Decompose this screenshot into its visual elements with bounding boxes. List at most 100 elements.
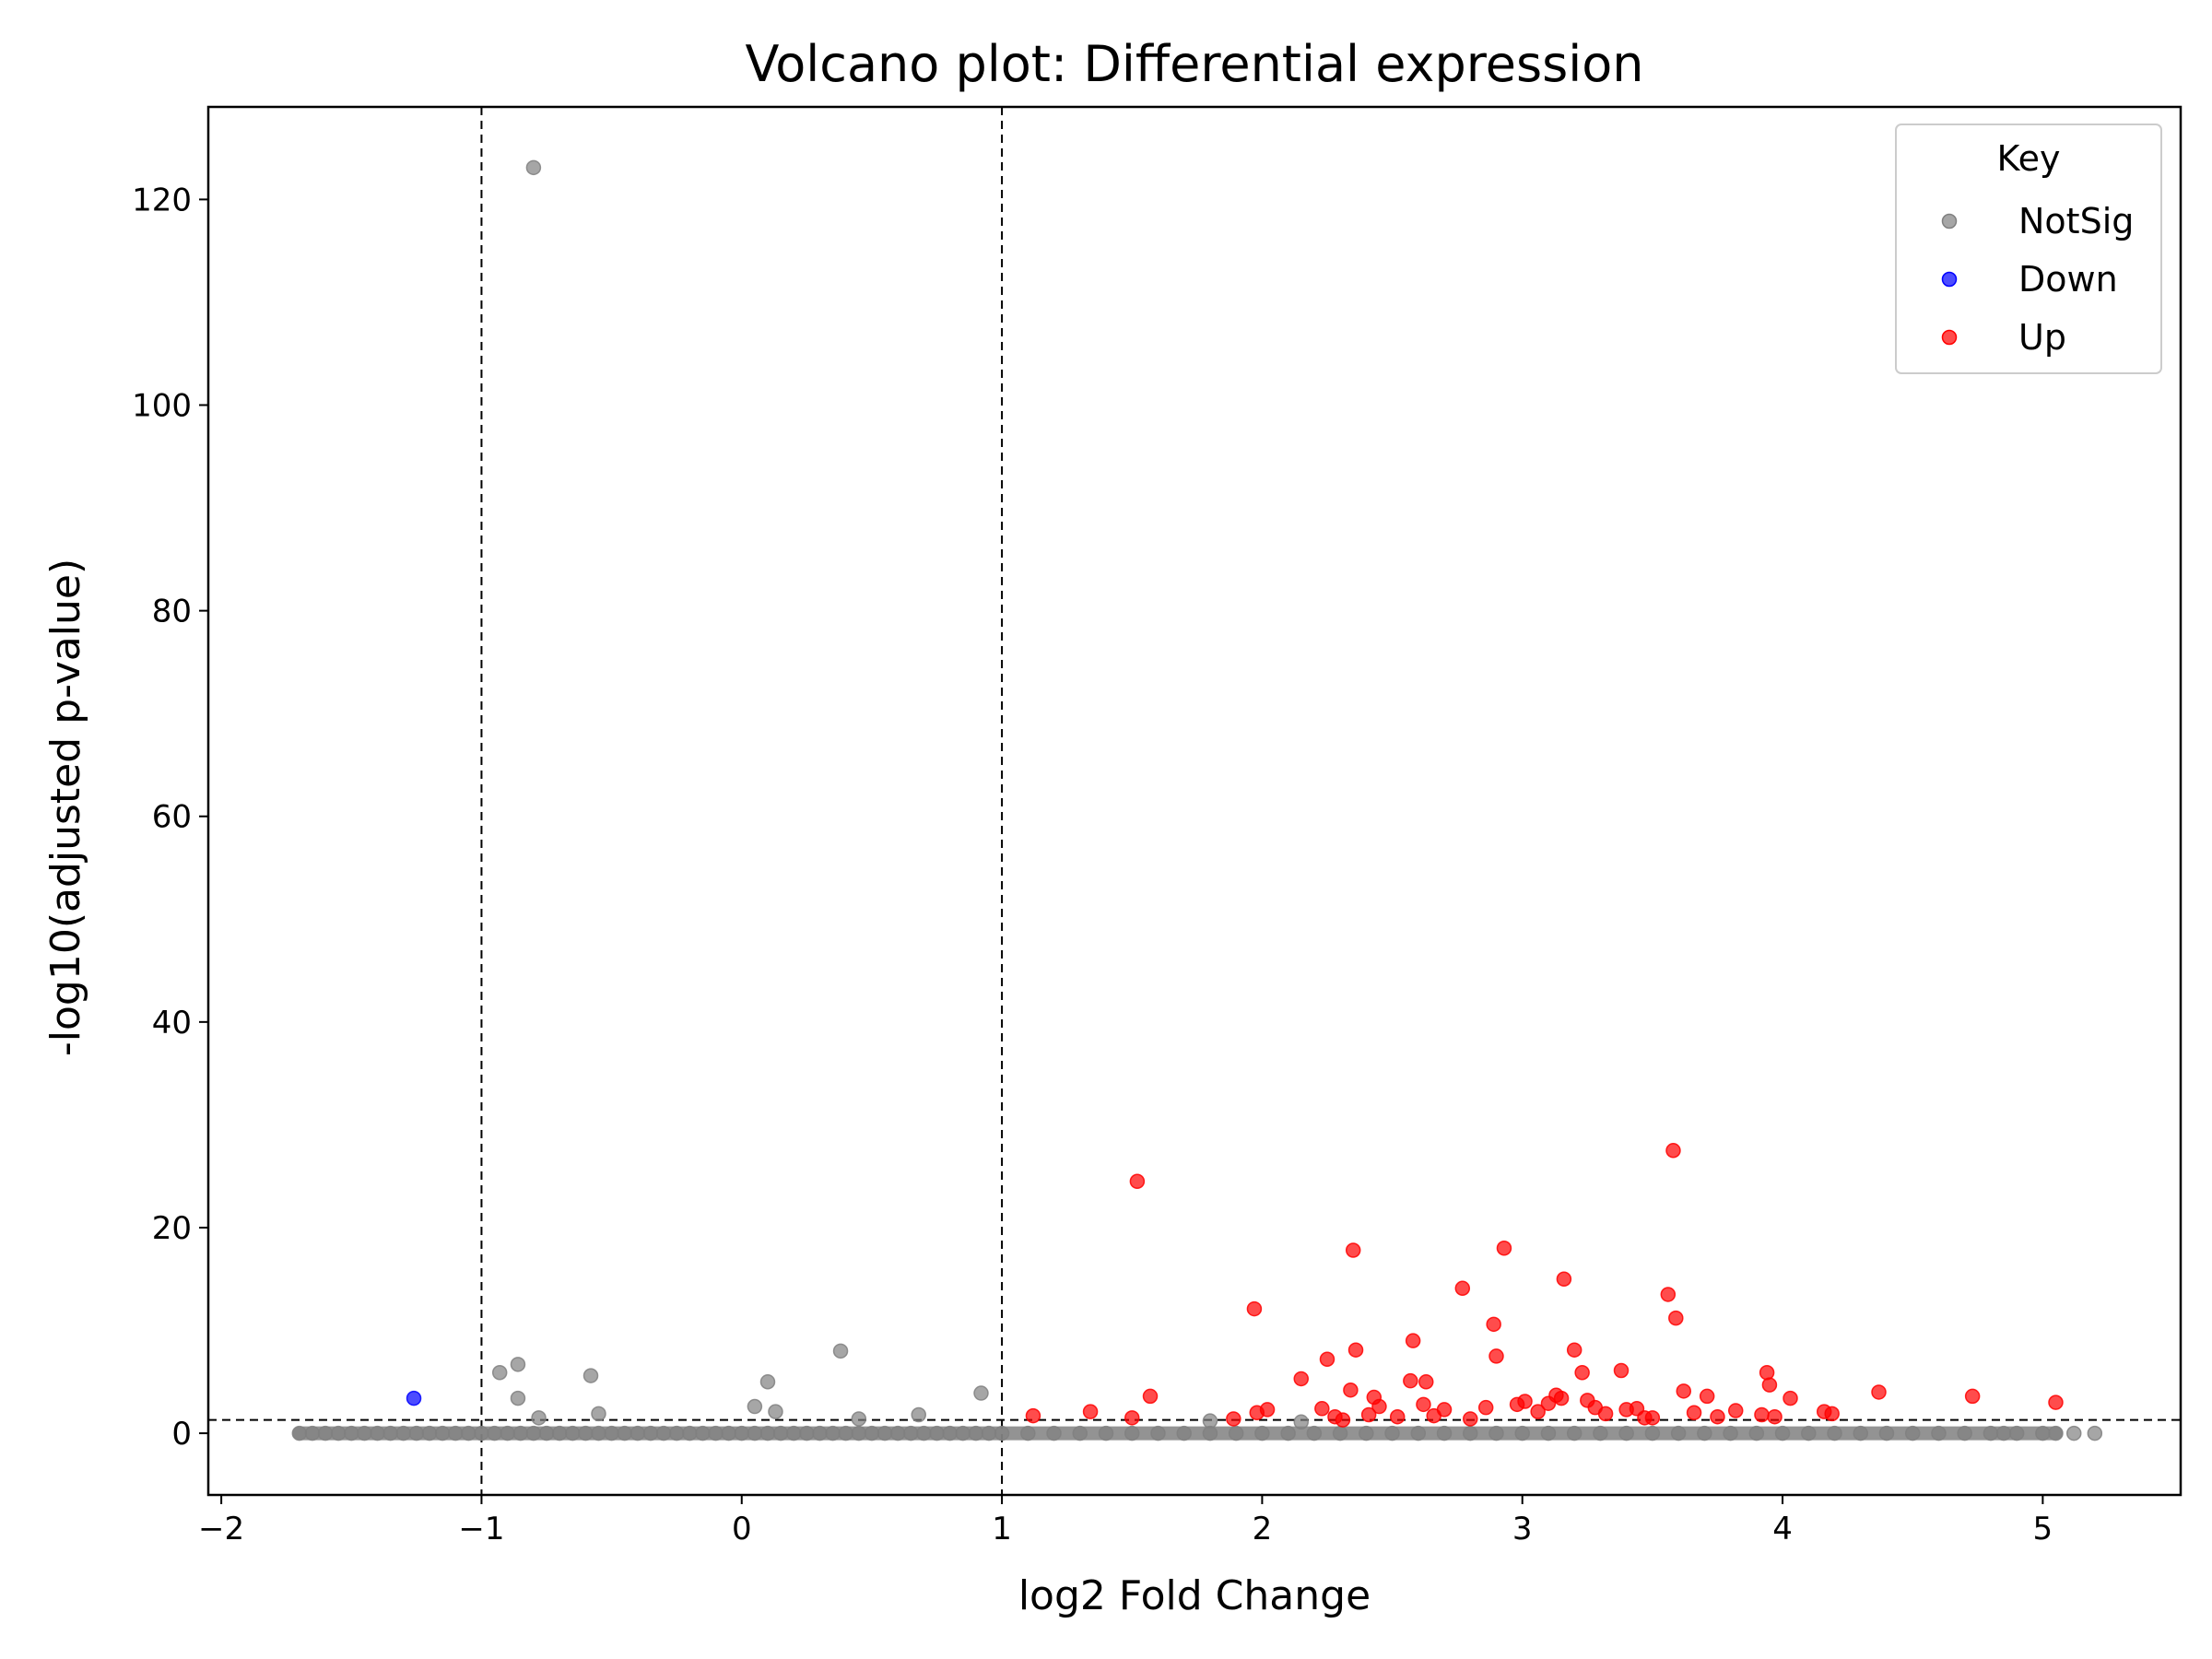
- data-point-notsig: [2065, 1425, 2082, 1441]
- data-point-notsig: [2035, 1425, 2051, 1441]
- data-point-up: [1371, 1398, 1387, 1415]
- x-tick-label: 5: [2033, 1511, 2053, 1547]
- data-point-up: [1556, 1271, 1572, 1287]
- data-point-up: [1660, 1287, 1677, 1302]
- data-point-up: [1426, 1407, 1441, 1424]
- data-point-notsig: [785, 1425, 802, 1441]
- y-tick-label: 40: [152, 1005, 192, 1041]
- data-point-notsig: [642, 1425, 659, 1441]
- x-tick-label: −1: [458, 1511, 504, 1547]
- data-point-notsig: [1931, 1425, 1947, 1441]
- data-point-notsig: [344, 1425, 359, 1441]
- data-point-notsig: [1723, 1425, 1738, 1441]
- data-point-notsig: [591, 1425, 606, 1441]
- y-axis-label: -log10(adjusted p-value): [42, 559, 89, 1056]
- data-point-up: [1767, 1408, 1783, 1425]
- data-point-up: [1405, 1333, 1421, 1348]
- data-point-up: [1824, 1406, 1840, 1422]
- data-point-notsig: [1124, 1425, 1140, 1441]
- data-point-up: [1142, 1388, 1159, 1405]
- data-point-up: [1727, 1403, 1744, 1418]
- data-point-notsig: [1463, 1425, 1478, 1441]
- data-point-up: [1964, 1388, 1981, 1405]
- series-down: [406, 1390, 422, 1406]
- data-point-notsig: [525, 1425, 542, 1441]
- data-point-notsig: [721, 1425, 736, 1441]
- data-point-up: [1517, 1394, 1533, 1409]
- axes: −2 −1 0 1 2 3 4 5 0 20 40 60 80 100 120: [132, 105, 2183, 1547]
- data-point-notsig: [759, 1374, 776, 1390]
- y-tick-label: 0: [171, 1416, 192, 1453]
- data-point-notsig: [1540, 1425, 1557, 1441]
- legend: Key NotSig Down Up: [1895, 124, 2162, 374]
- x-tick-label: 1: [992, 1511, 1012, 1547]
- data-point-notsig: [330, 1425, 347, 1441]
- data-point-up: [1871, 1384, 1887, 1400]
- data-point-notsig: [682, 1425, 698, 1441]
- data-point-up: [1574, 1364, 1590, 1381]
- data-point-up: [1759, 1364, 1775, 1381]
- data-point-notsig: [747, 1425, 763, 1441]
- data-point-notsig: [1904, 1425, 1921, 1441]
- data-point-notsig: [491, 1364, 508, 1381]
- data-point-up: [1293, 1371, 1310, 1387]
- data-point-up: [1783, 1390, 1798, 1406]
- data-point-notsig: [916, 1425, 932, 1441]
- legend-marker-up: [1941, 329, 1958, 346]
- data-point-notsig: [1774, 1425, 1791, 1441]
- x-tick-label: 0: [732, 1511, 752, 1547]
- data-point-notsig: [1359, 1425, 1374, 1441]
- data-point-notsig: [510, 1390, 526, 1406]
- data-point-notsig: [538, 1425, 555, 1441]
- data-point-notsig: [1020, 1425, 1036, 1441]
- data-point-notsig: [973, 1385, 989, 1401]
- data-point-notsig: [304, 1425, 321, 1441]
- data-point-up: [1486, 1316, 1501, 1333]
- data-point-notsig: [1293, 1414, 1310, 1430]
- data-point-up: [1463, 1411, 1478, 1427]
- data-point-notsig: [1202, 1413, 1218, 1429]
- data-point-notsig: [994, 1425, 1010, 1441]
- data-point-up: [1246, 1300, 1263, 1317]
- data-point-up: [1668, 1310, 1684, 1326]
- data-point-notsig: [2087, 1425, 2103, 1441]
- data-point-notsig: [864, 1425, 880, 1441]
- data-point-up: [1754, 1406, 1770, 1423]
- data-point-up: [1319, 1351, 1335, 1367]
- data-point-notsig: [1098, 1425, 1114, 1441]
- data-point-notsig: [1878, 1425, 1895, 1441]
- data-point-up: [1403, 1372, 1418, 1389]
- data-point-notsig: [512, 1425, 529, 1441]
- data-point-notsig: [1488, 1425, 1504, 1441]
- data-point-notsig: [474, 1425, 489, 1441]
- chart-title: Volcano plot: Differential expression: [745, 35, 1643, 93]
- data-point-up: [1496, 1241, 1512, 1256]
- threshold-lines: [208, 107, 2181, 1495]
- legend-label-down: Down: [2018, 259, 2118, 300]
- data-point-up: [1124, 1410, 1140, 1426]
- data-point-notsig: [695, 1425, 711, 1441]
- data-point-up: [1613, 1362, 1630, 1379]
- data-point-notsig: [838, 1425, 853, 1441]
- data-point-notsig: [1046, 1425, 1062, 1441]
- data-point-notsig: [832, 1343, 849, 1359]
- data-point-notsig: [981, 1425, 997, 1441]
- data-point-notsig: [768, 1404, 783, 1419]
- data-point-up: [1025, 1407, 1041, 1424]
- data-point-notsig: [812, 1425, 828, 1441]
- data-point-notsig: [1801, 1425, 1817, 1441]
- data-point-notsig: [1957, 1425, 1972, 1441]
- data-point-notsig: [382, 1425, 398, 1441]
- data-point-notsig: [968, 1425, 984, 1441]
- x-tick-label: 3: [1512, 1511, 1533, 1547]
- data-point-notsig: [2008, 1425, 2025, 1441]
- data-points: [291, 159, 2103, 1441]
- data-point-notsig: [759, 1425, 776, 1441]
- data-point-notsig: [1995, 1425, 2012, 1441]
- data-point-up: [1587, 1399, 1604, 1416]
- legend-label-notsig: NotSig: [2018, 201, 2134, 241]
- data-point-notsig: [1593, 1425, 1608, 1441]
- data-point-up: [1477, 1399, 1494, 1416]
- data-point-notsig: [1150, 1425, 1166, 1441]
- data-point-notsig: [525, 159, 542, 176]
